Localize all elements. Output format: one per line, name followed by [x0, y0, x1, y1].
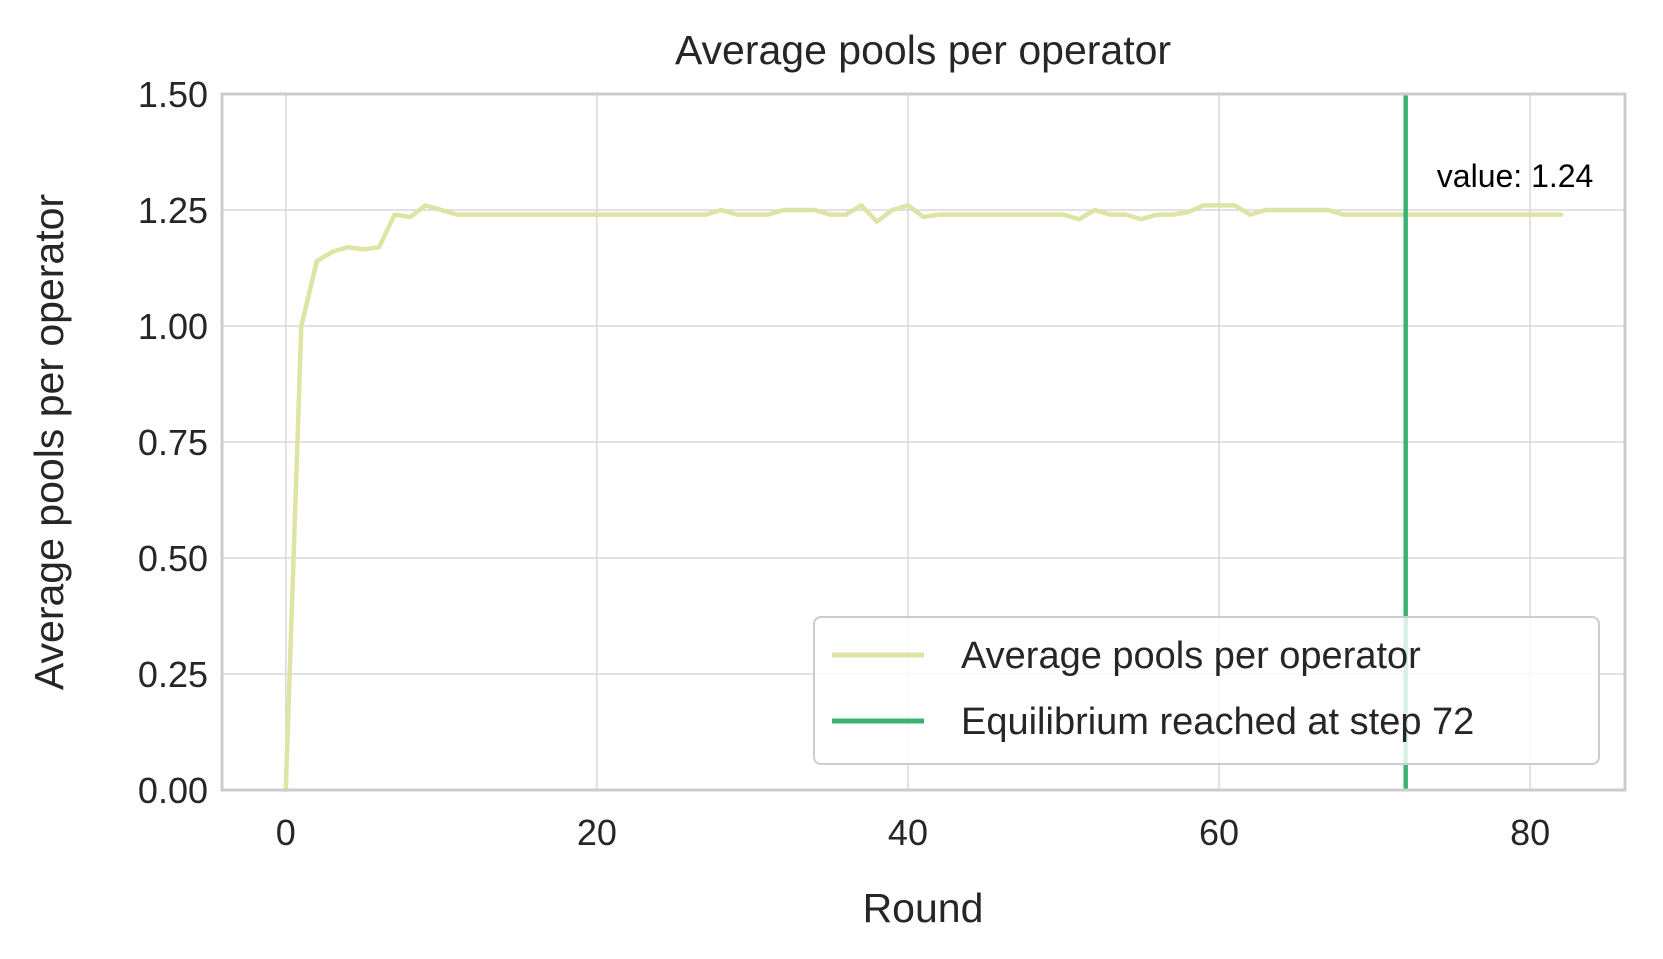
y-tick-label: 1.50	[138, 74, 208, 115]
chart-title: Average pools per operator	[675, 27, 1171, 73]
value-annotation: value: 1.24	[1437, 158, 1594, 194]
y-tick-label: 0.50	[138, 538, 208, 579]
legend-box	[813, 616, 1600, 765]
legend-label-equilibrium: Equilibrium reached at step 72	[961, 701, 1474, 743]
x-tick-label: 80	[1510, 812, 1550, 853]
y-tick-label: 0.25	[138, 654, 208, 695]
y-tick-label: 0.00	[138, 770, 208, 811]
y-tick-label: 1.25	[138, 190, 208, 231]
x-axis-label: Round	[863, 885, 984, 931]
x-tick-label: 20	[577, 812, 617, 853]
y-axis-label: Average pools per operator	[26, 194, 72, 690]
x-tick-label: 60	[1199, 812, 1239, 853]
series-line-average-pools	[283, 203, 1564, 793]
legend-label-average-pools: Average pools per operator	[961, 635, 1421, 677]
plot-frame	[220, 92, 1627, 792]
x-tick-label: 40	[888, 812, 928, 853]
y-tick-label: 0.75	[138, 422, 208, 463]
y-tick-label: 1.00	[138, 306, 208, 347]
x-tick-label: 0	[276, 812, 296, 853]
legend: Average pools per operator Equilibrium r…	[813, 616, 1600, 765]
ticks: 0 20 40 60 80 0.00 0.25 0.50 0.75 1.00 1.25 1.50	[138, 74, 1550, 853]
